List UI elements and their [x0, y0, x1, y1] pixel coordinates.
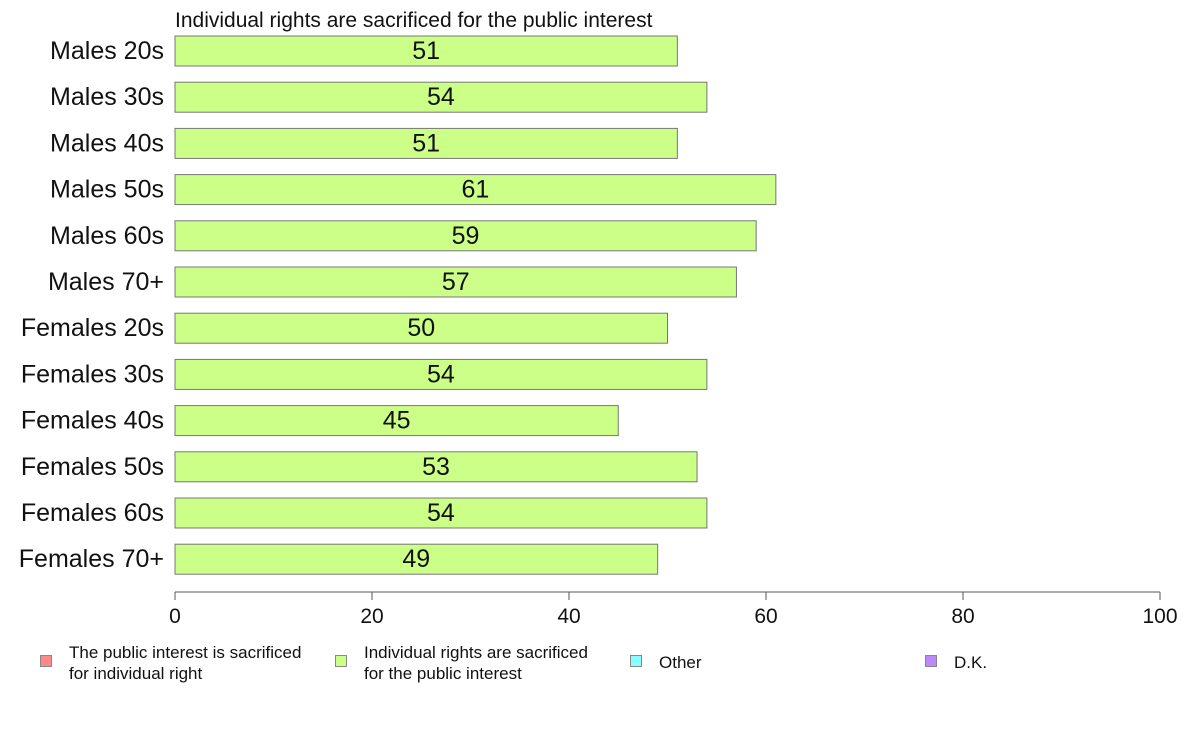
- bar: [174, 174, 777, 206]
- x-tick-label: 100: [1142, 605, 1177, 628]
- category-label: Females 40s: [21, 407, 164, 435]
- category-label: Females 30s: [21, 360, 164, 388]
- legend-label: D.K.: [954, 653, 988, 672]
- bar: [174, 543, 659, 575]
- legend-item-dk: D.K.: [925, 642, 987, 673]
- data-label: 51: [412, 129, 440, 157]
- category-label: Females 20s: [21, 314, 164, 342]
- legend-label: Individual rights are sacrificed for the…: [364, 643, 588, 683]
- data-label: 49: [402, 545, 430, 573]
- legend-swatch: [925, 655, 937, 667]
- legend-item-other: Other: [630, 642, 702, 673]
- bar: [174, 266, 737, 298]
- category-label: Males 50s: [50, 176, 164, 204]
- legend-swatch: [630, 655, 642, 667]
- legend-item-public-interest-sacrificed: The public interest is sacrificed for in…: [40, 642, 301, 684]
- category-label: Males 30s: [50, 83, 164, 111]
- chart-title: Individual rights are sacrificed for the…: [175, 9, 653, 32]
- x-tick-label: 80: [951, 605, 974, 628]
- bar: [174, 405, 619, 437]
- data-label: 59: [452, 222, 480, 250]
- data-label: 57: [442, 268, 470, 296]
- data-label: 54: [427, 83, 455, 111]
- x-tick-label: 20: [360, 605, 383, 628]
- category-label: Males 40s: [50, 129, 164, 157]
- data-label: 50: [407, 314, 435, 342]
- bar: [174, 220, 757, 252]
- data-label: 61: [462, 176, 490, 204]
- bar: [174, 358, 708, 390]
- legend-item-individual-rights-sacrificed: Individual rights are sacrificed for the…: [335, 642, 588, 684]
- bar: [174, 35, 678, 67]
- category-label: Females 60s: [21, 499, 164, 527]
- category-label: Males 20s: [50, 37, 164, 65]
- data-label: 51: [412, 37, 440, 65]
- legend-swatch: [335, 655, 347, 667]
- legend-swatch: [40, 655, 52, 667]
- x-tick-label: 40: [557, 605, 580, 628]
- data-label: 54: [427, 360, 455, 388]
- legend-label: The public interest is sacrificed for in…: [69, 643, 302, 683]
- bar: [174, 451, 698, 483]
- bar: [174, 312, 668, 344]
- category-label: Males 70+: [48, 268, 164, 296]
- legend: The public interest is sacrificed for in…: [0, 642, 1188, 692]
- category-label: Females 50s: [21, 453, 164, 481]
- bar: [174, 497, 708, 529]
- x-tick-label: 0: [169, 605, 181, 628]
- data-label: 54: [427, 499, 455, 527]
- category-label: Males 60s: [50, 222, 164, 250]
- category-label: Females 70+: [19, 545, 164, 573]
- bar: [174, 81, 708, 113]
- data-label: 53: [422, 453, 450, 481]
- bar: [174, 127, 678, 159]
- x-tick-label: 60: [754, 605, 777, 628]
- legend-label: Other: [659, 653, 702, 672]
- data-label: 45: [383, 407, 411, 435]
- bar-chart: Individual rights are sacrificed for the…: [19, 9, 1178, 628]
